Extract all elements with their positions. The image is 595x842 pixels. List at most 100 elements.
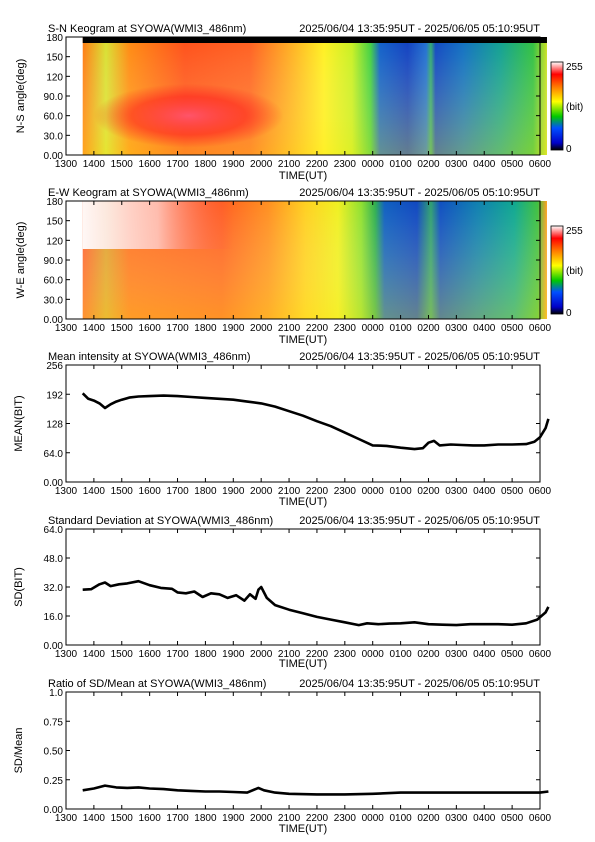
plot-frame xyxy=(65,364,541,483)
x-tick-label: 1700 xyxy=(166,486,189,497)
x-tick-label: 2200 xyxy=(306,486,329,497)
keogram-aurora-band xyxy=(82,201,233,249)
x-tick-label: 0200 xyxy=(417,159,440,170)
x-axis-label: TIME(UT) xyxy=(279,658,327,670)
x-tick-label: 1900 xyxy=(222,323,245,334)
x-tick-label: 0600 xyxy=(529,486,552,497)
colorbar xyxy=(550,61,564,151)
colorbar-unit-label: (bit) xyxy=(566,102,583,113)
x-tick-label: 1500 xyxy=(111,323,134,334)
x-tick-label: 0500 xyxy=(501,813,524,824)
y-axis-label: SD/Mean xyxy=(13,728,25,774)
x-tick-label: 1900 xyxy=(222,649,245,660)
y-tick-label: 0.00 xyxy=(44,315,64,326)
x-tick-label: 2000 xyxy=(250,486,273,497)
y-tick-label: 0.25 xyxy=(44,776,64,787)
x-tick-label: 1600 xyxy=(139,159,162,170)
x-tick-label: 0200 xyxy=(417,323,440,334)
x-axis-label: TIME(UT) xyxy=(279,334,327,346)
y-axis-label: MEAN(BIT) xyxy=(13,395,25,451)
x-tick-label: 0000 xyxy=(362,159,385,170)
x-tick-label: 0200 xyxy=(417,649,440,660)
y-tick-label: 150 xyxy=(46,217,63,228)
x-tick-label: 1800 xyxy=(194,159,217,170)
x-axis-label: TIME(UT) xyxy=(279,496,327,508)
x-tick-label: 0300 xyxy=(445,323,468,334)
x-tick-label: 2200 xyxy=(306,813,329,824)
y-tick-label: 0.00 xyxy=(44,478,64,489)
x-tick-label: 0000 xyxy=(362,323,385,334)
y-tick-label: 60.0 xyxy=(44,112,64,123)
x-tick-label: 0200 xyxy=(417,813,440,824)
y-tick-label: 0.75 xyxy=(44,717,64,728)
x-tick-label: 1700 xyxy=(166,323,189,334)
x-tick-label: 0500 xyxy=(501,323,524,334)
x-tick-label: 2000 xyxy=(250,813,273,824)
x-tick-label: 1500 xyxy=(111,813,134,824)
x-tick-label: 1700 xyxy=(166,813,189,824)
x-tick-label: 0300 xyxy=(445,813,468,824)
x-tick-label: 1700 xyxy=(166,649,189,660)
x-tick-label: 1800 xyxy=(194,813,217,824)
x-tick-label: 1300 xyxy=(55,813,78,824)
x-tick-label: 2100 xyxy=(278,159,301,170)
y-tick-label: 60.0 xyxy=(44,276,64,287)
y-tick-label: 192 xyxy=(46,390,63,401)
y-tick-label: 90.0 xyxy=(44,92,64,103)
x-tick-label: 0500 xyxy=(501,649,524,660)
x-tick-label: 1300 xyxy=(55,323,78,334)
x-tick-label: 1600 xyxy=(139,649,162,660)
y-tick-label: 0.00 xyxy=(44,805,64,816)
y-tick-label: 256 xyxy=(46,361,63,372)
x-tick-label: 1300 xyxy=(55,159,78,170)
x-tick-label: 0100 xyxy=(389,649,412,660)
colorbar-unit-label: (bit) xyxy=(566,266,583,277)
y-tick-label: 0.00 xyxy=(44,151,64,162)
x-tick-label: 2300 xyxy=(334,813,357,824)
y-tick-label: 180 xyxy=(46,197,63,208)
x-tick-label: 1800 xyxy=(194,649,217,660)
x-tick-label: 0300 xyxy=(445,486,468,497)
chart-title: Mean intensity at SYOWA(WMI3_486nm) xyxy=(48,351,251,363)
x-tick-label: 0600 xyxy=(529,813,552,824)
chart-panel-2: E-W Keogram at SYOWA(WMI3_486nm) 2025/06/… xyxy=(15,187,583,346)
x-tick-label: 1300 xyxy=(55,649,78,660)
y-tick-label: 90.0 xyxy=(44,256,64,267)
x-tick-label: 0600 xyxy=(529,649,552,660)
x-tick-label: 0300 xyxy=(445,649,468,660)
y-tick-label: 0.50 xyxy=(44,747,64,758)
x-tick-label: 2000 xyxy=(250,159,273,170)
chart-title: Ratio of SD/Mean at SYOWA(WMI3_486nm) xyxy=(48,678,266,690)
plot-frame xyxy=(65,528,541,646)
y-axis-label: N-S angle(deg) xyxy=(15,59,27,134)
x-axis-label: TIME(UT) xyxy=(279,170,327,182)
x-tick-label: 0400 xyxy=(473,649,496,660)
x-tick-label: 2300 xyxy=(334,159,357,170)
x-tick-label: 1500 xyxy=(111,159,134,170)
y-tick-label: 1.0 xyxy=(49,688,63,699)
x-tick-label: 1400 xyxy=(83,159,106,170)
x-tick-label: 2300 xyxy=(334,323,357,334)
y-tick-label: 64.0 xyxy=(44,525,64,536)
chart-panel-5: Ratio of SD/Mean at SYOWA(WMI3_486nm) 202… xyxy=(13,678,552,835)
x-tick-label: 0500 xyxy=(501,159,524,170)
chart-time-range: 2025/06/04 13:35:95UT - 2025/06/05 05:10… xyxy=(299,23,540,35)
x-tick-label: 1900 xyxy=(222,486,245,497)
x-tick-label: 1900 xyxy=(222,813,245,824)
x-tick-label: 1800 xyxy=(194,323,217,334)
x-tick-label: 0100 xyxy=(389,323,412,334)
chart-time-range: 2025/06/04 13:35:95UT - 2025/06/05 05:10… xyxy=(299,515,540,527)
x-tick-label: 2000 xyxy=(250,649,273,660)
x-tick-label: 1900 xyxy=(222,159,245,170)
x-tick-label: 0000 xyxy=(362,486,385,497)
x-tick-label: 0600 xyxy=(529,323,552,334)
x-tick-label: 1600 xyxy=(139,486,162,497)
x-tick-label: 2100 xyxy=(278,813,301,824)
y-tick-label: 150 xyxy=(46,53,63,64)
y-tick-label: 64.0 xyxy=(44,449,64,460)
colorbar-max-label: 255 xyxy=(566,62,583,73)
y-tick-label: 120 xyxy=(46,236,63,247)
keogram-aurora-band xyxy=(93,83,284,148)
x-tick-label: 0400 xyxy=(473,486,496,497)
